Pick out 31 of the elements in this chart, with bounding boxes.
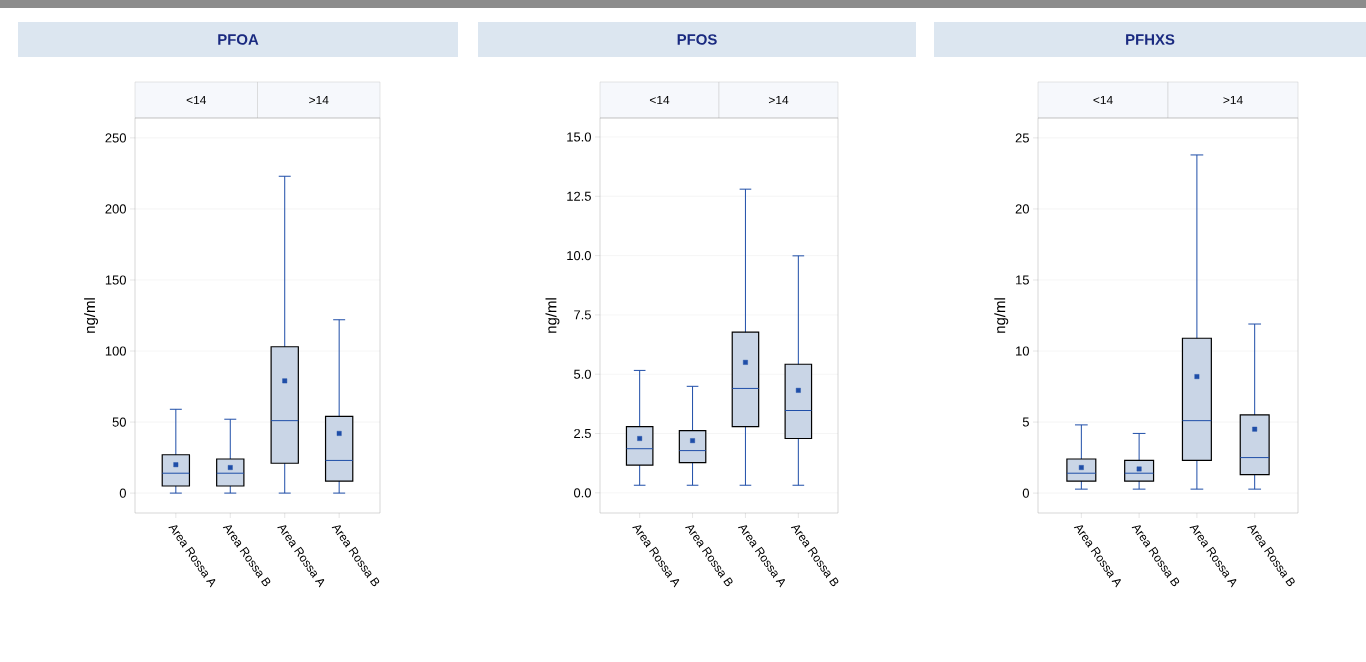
text: <14 <box>1093 95 1113 105</box>
text: <14 <box>649 95 670 105</box>
y-axis-title: ng/ml <box>545 298 560 333</box>
y-tick-label: 5 <box>1022 417 1029 427</box>
text: >14 <box>768 95 789 105</box>
y-tick-label: 50 <box>112 417 126 427</box>
y-tick-label: 7.5 <box>574 310 591 320</box>
text: >14 <box>309 95 329 105</box>
text: >14 <box>1223 95 1243 105</box>
y-tick-label: 15.0 <box>567 132 591 142</box>
y-tick-label: 100 <box>105 346 126 356</box>
y-tick-label: 25 <box>1015 133 1029 143</box>
chart-title: PFOS <box>677 34 717 45</box>
y-tick-label: 20 <box>1015 204 1029 214</box>
y-tick-label: 0 <box>1022 488 1029 498</box>
y-tick-label: 0 <box>119 488 126 498</box>
y-tick-label: 0.0 <box>573 488 591 498</box>
y-axis-title: ng/ml <box>84 298 99 333</box>
y-tick-label: 200 <box>105 204 126 214</box>
chart-title: PFHXS <box>1126 34 1175 45</box>
chart-title: PFOA <box>218 34 259 45</box>
text: <14 <box>186 95 207 105</box>
y-tick-label: 12.5 <box>567 191 591 201</box>
y-tick-label: 5.0 <box>574 369 591 379</box>
y-tick-label: 10.0 <box>567 251 591 261</box>
y-tick-label: 10 <box>1016 346 1029 356</box>
y-tick-label: 2.5 <box>574 428 591 439</box>
y-tick-label: 15 <box>1016 275 1029 285</box>
y-axis-title: ng/ml <box>994 298 1009 333</box>
y-tick-label: 250 <box>105 133 126 143</box>
y-tick-label: 150 <box>105 275 126 285</box>
